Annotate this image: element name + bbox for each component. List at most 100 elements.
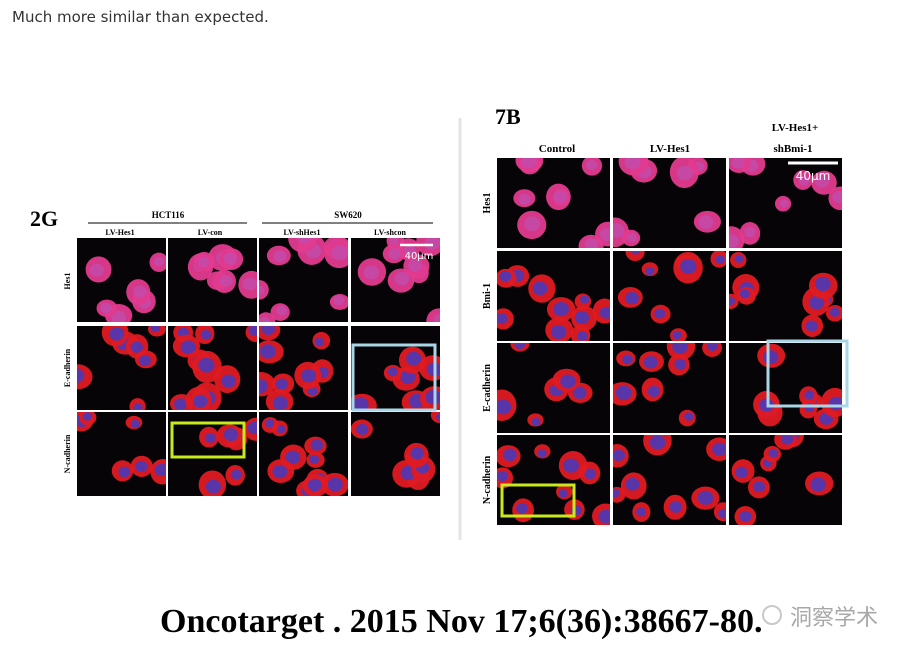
figure-label: 7B <box>495 104 521 129</box>
nucleus <box>352 397 369 410</box>
nucleus <box>613 449 626 462</box>
micrograph <box>729 435 842 525</box>
nucleus <box>613 488 620 498</box>
nucleus <box>759 398 774 412</box>
nucleus <box>272 464 288 479</box>
micrograph <box>497 158 610 248</box>
nucleus <box>625 291 639 305</box>
row-label: Hes1 <box>482 192 493 213</box>
nucleus <box>584 468 597 480</box>
micrograph <box>497 343 610 433</box>
nucleus <box>768 448 779 458</box>
nucleus <box>503 448 517 462</box>
nucleus <box>598 509 610 524</box>
nucleus <box>551 325 567 339</box>
nucleus <box>669 501 683 513</box>
nucleus <box>154 463 166 477</box>
nucleus <box>518 193 531 205</box>
nucleus <box>731 158 745 169</box>
nucleus <box>624 158 641 170</box>
nucleus <box>580 295 590 304</box>
row-label: N-cadherin <box>63 434 72 473</box>
nucleus <box>575 311 590 324</box>
micrograph <box>351 238 440 322</box>
nucleus <box>198 357 215 373</box>
column-label: LV-con <box>198 228 223 237</box>
nucleus <box>331 245 348 261</box>
nucleus <box>832 191 842 203</box>
nucleus <box>100 302 112 314</box>
row-label: Bmi-1 <box>482 283 493 309</box>
nucleus <box>223 428 239 442</box>
nucleus <box>654 308 666 319</box>
micrograph <box>613 251 726 341</box>
nucleus <box>599 306 610 319</box>
micrograph <box>497 251 610 341</box>
nucleus <box>805 320 818 332</box>
cell <box>288 238 317 253</box>
nucleus <box>436 412 440 422</box>
row-label: Hes1 <box>63 273 72 290</box>
cell <box>625 251 645 262</box>
nucleus <box>200 329 212 340</box>
micrograph <box>729 158 842 248</box>
nucleus <box>560 374 576 389</box>
nucleus <box>744 226 756 238</box>
nucleus <box>150 326 161 332</box>
scale-label: 40μm <box>796 169 831 183</box>
nucleus <box>314 337 325 347</box>
nucleus <box>672 343 688 354</box>
nucleus <box>219 275 233 287</box>
nucleus <box>649 435 666 450</box>
nucleus <box>698 215 714 229</box>
group-label: HCT116 <box>152 210 185 220</box>
column-label: Control <box>539 143 575 155</box>
nucleus <box>712 442 726 456</box>
nucleus <box>558 489 568 498</box>
nucleus <box>553 190 568 203</box>
nucleus <box>697 490 714 505</box>
highlight-box <box>170 421 246 459</box>
nucleus <box>531 417 541 426</box>
nucleus <box>82 412 92 421</box>
column-label: LV-Hes1 <box>105 228 134 237</box>
nucleus <box>259 285 265 296</box>
nucleus <box>273 250 287 263</box>
nucleus <box>643 355 658 369</box>
nucleus <box>410 447 424 460</box>
micrograph <box>77 238 166 322</box>
column-label: LV-shHes1 <box>284 228 321 237</box>
nucleus <box>363 265 380 280</box>
nucleus <box>520 158 536 169</box>
nucleus <box>242 277 257 291</box>
nucleus <box>259 344 276 359</box>
nucleus <box>197 256 210 268</box>
micrograph <box>613 435 726 525</box>
nucleus <box>356 423 369 435</box>
nucleus <box>537 449 547 458</box>
nucleus <box>133 285 147 298</box>
micrograph <box>497 435 610 525</box>
micrograph <box>613 158 726 248</box>
nucleus <box>138 355 151 367</box>
nucleus <box>532 281 548 296</box>
figure-label: 2G <box>30 206 58 231</box>
nucleus <box>247 421 257 435</box>
nucleus <box>809 295 825 310</box>
nucleus <box>408 258 423 272</box>
nucleus <box>814 276 831 292</box>
nucleus <box>647 385 660 397</box>
nucleus <box>586 159 598 170</box>
nucleus <box>739 511 752 522</box>
micrograph <box>729 251 842 341</box>
nucleus <box>572 386 587 399</box>
nucleus <box>388 248 401 260</box>
micrograph <box>259 238 348 322</box>
micrograph-grid <box>77 158 842 525</box>
nucleus <box>193 394 208 408</box>
nucleus <box>516 503 529 514</box>
nucleus <box>400 370 416 384</box>
nucleus <box>389 238 399 246</box>
